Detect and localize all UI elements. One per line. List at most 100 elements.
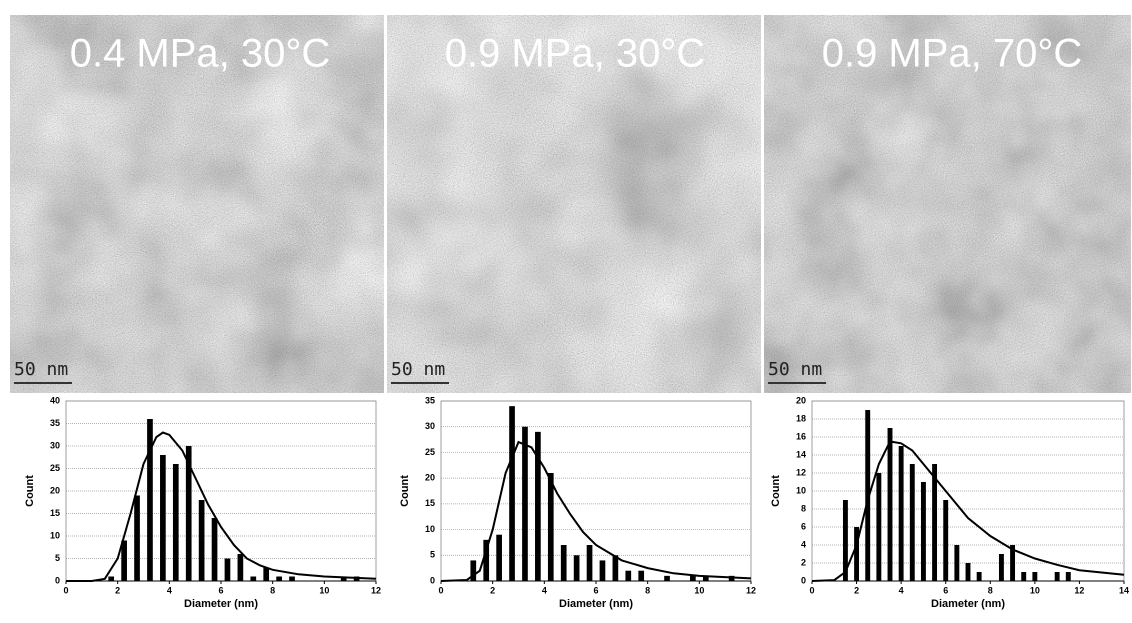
x-tick-label: 8 xyxy=(270,585,275,595)
bar xyxy=(1010,545,1016,581)
y-tick-label: 30 xyxy=(50,440,60,450)
y-tick-label: 20 xyxy=(50,485,60,495)
bar xyxy=(147,419,153,581)
x-axis-label: Diameter (nm) xyxy=(184,598,258,610)
y-tick-label: 25 xyxy=(50,463,60,473)
bar xyxy=(664,575,670,581)
bar xyxy=(998,554,1004,581)
bar xyxy=(211,518,218,581)
bar xyxy=(160,455,166,581)
bar xyxy=(865,410,871,581)
y-tick-label: 18 xyxy=(796,413,806,423)
tem-image xyxy=(387,15,761,393)
bar xyxy=(289,576,295,581)
bar xyxy=(535,431,541,581)
x-tick-label: 12 xyxy=(746,585,756,595)
panel-label: 0.9 MPa, 70°C xyxy=(822,32,1083,76)
y-tick-label: 0 xyxy=(55,575,60,585)
bar xyxy=(976,572,982,581)
bar xyxy=(854,527,860,581)
bar xyxy=(932,464,938,581)
x-tick-label: 6 xyxy=(218,585,223,595)
bar xyxy=(1021,572,1027,581)
x-tick-label: 10 xyxy=(1030,585,1040,595)
bar xyxy=(638,570,645,581)
bar xyxy=(172,464,179,581)
y-tick-label: 15 xyxy=(50,508,60,518)
bar xyxy=(483,539,490,581)
bar xyxy=(898,446,904,581)
fit-curve xyxy=(66,431,377,582)
y-tick-label: 4 xyxy=(801,539,806,549)
x-tick-label: 12 xyxy=(371,585,381,595)
y-axis-label: Count xyxy=(399,475,411,507)
bar xyxy=(522,426,528,581)
x-tick-label: 4 xyxy=(542,585,547,595)
bar xyxy=(509,406,515,581)
bar xyxy=(943,500,949,581)
bar xyxy=(134,495,140,581)
bar xyxy=(625,570,632,581)
x-tick-label: 10 xyxy=(694,585,704,595)
x-axis-label: Diameter (nm) xyxy=(931,598,1005,610)
x-tick-label: 4 xyxy=(167,585,172,595)
bar xyxy=(920,482,926,581)
bar xyxy=(690,575,696,581)
y-tick-label: 16 xyxy=(796,431,806,441)
bar xyxy=(965,563,971,581)
bar xyxy=(612,555,619,581)
scale-bar-label: 50 nm xyxy=(14,359,68,380)
bar xyxy=(560,545,567,581)
x-tick-label: 14 xyxy=(1119,585,1129,595)
y-tick-label: 14 xyxy=(796,449,806,459)
bar xyxy=(198,500,205,581)
y-tick-label: 20 xyxy=(425,473,435,483)
bar xyxy=(887,428,893,581)
y-axis-label: Count xyxy=(24,475,36,507)
x-tick-label: 0 xyxy=(63,585,68,595)
y-tick-label: 25 xyxy=(425,447,435,457)
bar xyxy=(1065,572,1071,581)
y-tick-label: 30 xyxy=(425,421,435,431)
fit-curve xyxy=(811,440,1125,582)
bar xyxy=(573,555,580,581)
bar xyxy=(276,576,282,581)
bar xyxy=(599,560,606,581)
y-tick-label: 10 xyxy=(50,530,60,540)
x-tick-label: 8 xyxy=(645,585,650,595)
y-tick-label: 5 xyxy=(430,550,435,560)
y-tick-label: 10 xyxy=(425,524,435,534)
x-tick-label: 6 xyxy=(593,585,598,595)
bar xyxy=(108,576,115,581)
bar xyxy=(224,558,231,581)
y-tick-label: 35 xyxy=(50,418,60,428)
tem-image xyxy=(764,15,1131,393)
bar xyxy=(340,576,347,581)
y-tick-label: 5 xyxy=(55,553,60,563)
bar xyxy=(263,567,270,581)
x-tick-label: 2 xyxy=(490,585,495,595)
x-tick-label: 4 xyxy=(899,585,904,595)
bar xyxy=(909,464,915,581)
bar xyxy=(470,560,477,581)
scale-bar-label: 50 nm xyxy=(768,359,822,380)
y-tick-label: 0 xyxy=(801,575,806,585)
bar xyxy=(250,576,257,581)
x-tick-label: 8 xyxy=(988,585,993,595)
bar xyxy=(954,545,960,581)
bar xyxy=(496,534,502,581)
y-tick-label: 35 xyxy=(425,395,435,405)
x-tick-label: 2 xyxy=(854,585,859,595)
tem-image xyxy=(10,15,384,393)
y-axis-label: Count xyxy=(770,475,782,507)
y-tick-label: 0 xyxy=(430,575,435,585)
bar xyxy=(586,545,593,581)
x-tick-label: 0 xyxy=(809,585,814,595)
y-tick-label: 10 xyxy=(796,485,806,495)
y-tick-label: 15 xyxy=(425,498,435,508)
fit-curve xyxy=(440,440,752,582)
bar xyxy=(1054,572,1060,581)
panel-label: 0.4 MPa, 30°C xyxy=(70,32,331,76)
